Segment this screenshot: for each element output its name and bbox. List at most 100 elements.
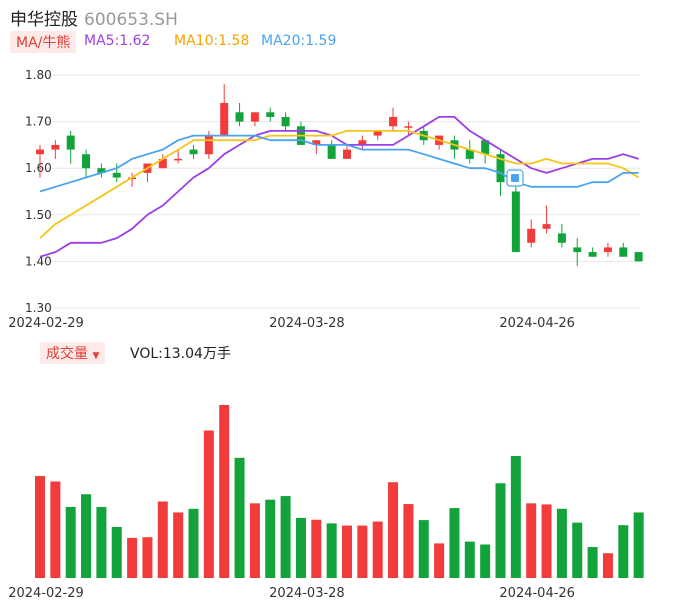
- volume-bar: [449, 508, 460, 578]
- volume-bar: [65, 506, 76, 578]
- price-axis-labels: 1.80 1.70 1.60 1.50 1.40 1.30: [25, 68, 52, 315]
- candle: [266, 107, 275, 122]
- candle: [404, 121, 413, 136]
- candle-body: [557, 233, 566, 243]
- candle: [389, 107, 398, 131]
- candle: [220, 84, 229, 136]
- moving-average-lines: [39, 116, 640, 258]
- volume-bar: [480, 544, 491, 578]
- candle-body: [312, 140, 321, 145]
- candle-body: [389, 116, 398, 127]
- volume-bar: [357, 525, 368, 578]
- volume-bar: [418, 520, 429, 578]
- x-date-label: 2024-02-29: [8, 586, 84, 601]
- y-tick-label: 1.30: [25, 301, 52, 315]
- candle-body: [603, 247, 612, 253]
- candle-body: [619, 247, 628, 257]
- candle-body: [174, 158, 183, 161]
- volume-bar: [602, 553, 613, 578]
- candle: [250, 112, 259, 127]
- volume-bar: [311, 519, 322, 578]
- ma20-line: [39, 134, 639, 193]
- ma-indicator-tag[interactable]: MA/牛熊: [10, 31, 77, 53]
- candle-body: [481, 140, 490, 155]
- volume-bar: [633, 512, 644, 578]
- volume-bar: [464, 541, 475, 578]
- candle: [312, 140, 321, 155]
- candle: [51, 140, 60, 159]
- volume-bar: [556, 508, 567, 578]
- y-tick-label: 1.70: [25, 115, 52, 129]
- candle: [588, 247, 597, 257]
- candle: [112, 163, 121, 183]
- ma5-line: [39, 116, 639, 258]
- candle-body: [343, 149, 351, 159]
- candle: [557, 224, 566, 248]
- volume-bar: [188, 508, 199, 578]
- stock-name: 申华控股: [10, 10, 78, 30]
- volume-value: VOL:13.04万手: [130, 346, 231, 362]
- volume-bar: [587, 547, 598, 578]
- stock-code: 600653.SH: [84, 10, 178, 30]
- candle: [66, 130, 75, 164]
- x-date-label: 2024-03-28: [269, 316, 345, 331]
- candle-body: [266, 112, 275, 117]
- y-tick-label: 1.80: [25, 68, 52, 82]
- ma10-line: [39, 129, 640, 239]
- x-date-label: 2024-04-26: [499, 316, 575, 331]
- candle: [82, 149, 91, 178]
- volume-bar: [541, 504, 552, 578]
- candle: [465, 140, 474, 164]
- candle: [189, 144, 198, 159]
- volume-bar: [295, 517, 306, 578]
- candle: [36, 144, 44, 178]
- candle-body: [235, 112, 244, 122]
- volume-bar: [127, 537, 138, 578]
- volume-bar: [219, 405, 230, 578]
- volume-indicator-tag[interactable]: 成交量 ▼: [40, 342, 106, 364]
- candle-body: [373, 130, 382, 136]
- candle: [97, 163, 106, 178]
- y-tick-label: 1.40: [25, 254, 52, 268]
- volume-bar: [203, 430, 214, 578]
- volume-bar: [111, 527, 122, 578]
- crosshair-dot: [511, 174, 519, 182]
- volume-bar: [372, 521, 383, 578]
- volume-bar: [35, 476, 45, 578]
- volume-tag-label: 成交量: [46, 346, 88, 362]
- candle: [373, 130, 382, 141]
- x-date-label: 2024-04-26: [499, 586, 575, 601]
- candle-body: [82, 154, 91, 169]
- x-date-label: 2024-03-28: [269, 586, 345, 601]
- candle-body: [496, 154, 505, 183]
- price-grid: [35, 74, 640, 309]
- candle-body: [250, 112, 259, 122]
- ma5-legend: MA5:1.62: [84, 33, 151, 49]
- candle-body: [511, 191, 520, 253]
- volume-bar: [342, 525, 352, 578]
- ma20-legend: MA20:1.59: [261, 33, 337, 49]
- volume-bar: [510, 455, 521, 578]
- volume-bar: [142, 537, 153, 578]
- candle-body: [327, 144, 336, 159]
- volume-bar: [388, 482, 399, 578]
- candle-body: [542, 224, 551, 229]
- candle: [281, 112, 290, 131]
- volume-bar: [403, 504, 414, 578]
- candle-body: [36, 149, 44, 155]
- volume-date-axis: 2024-02-29 2024-03-28 2024-04-26: [8, 586, 575, 601]
- candle-body: [358, 140, 367, 145]
- candle: [435, 135, 444, 150]
- candle-body: [66, 135, 75, 150]
- volume-bar: [618, 525, 629, 578]
- candle: [603, 242, 612, 257]
- candle: [343, 144, 351, 159]
- chevron-down-icon: ▼: [92, 351, 100, 361]
- candle: [174, 149, 183, 164]
- candle: [327, 140, 336, 159]
- volume-bar: [81, 494, 92, 578]
- candle-body: [588, 252, 597, 257]
- candle-body: [634, 252, 643, 262]
- candle-body: [465, 149, 474, 159]
